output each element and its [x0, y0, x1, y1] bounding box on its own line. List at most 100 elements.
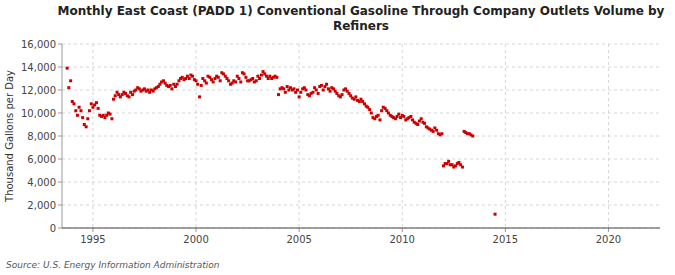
- point: [74, 109, 77, 112]
- grid-line-x: [299, 44, 300, 228]
- point: [131, 93, 134, 96]
- point: [341, 93, 344, 96]
- point: [260, 74, 263, 77]
- point: [195, 79, 198, 82]
- title-line: Monthly East Coast (PADD 1) Conventional…: [58, 4, 665, 18]
- y-tick: [58, 136, 62, 137]
- point: [244, 76, 247, 79]
- point: [370, 112, 373, 115]
- grid-line-y: [62, 44, 660, 45]
- x-tick: [505, 228, 506, 232]
- x-tick: [299, 228, 300, 232]
- x-tick-label: 2005: [286, 234, 311, 245]
- point: [286, 85, 289, 88]
- y-tick-label: 6,000: [27, 154, 56, 165]
- x-tick-label: 2020: [596, 234, 621, 245]
- point: [67, 86, 70, 89]
- point: [243, 72, 246, 75]
- point: [432, 130, 435, 133]
- point: [205, 82, 208, 85]
- point: [114, 94, 117, 97]
- chart: Monthly East Coast (PADD 1) Conventional…: [0, 0, 675, 275]
- point: [69, 79, 72, 82]
- point: [329, 90, 332, 93]
- x-tick-label: 2010: [390, 234, 415, 245]
- y-tick: [58, 113, 62, 114]
- y-tick: [58, 159, 62, 160]
- point: [284, 91, 287, 94]
- point: [176, 83, 179, 86]
- y-tick-label: 16,000: [21, 39, 56, 50]
- point: [311, 91, 314, 94]
- point: [423, 122, 426, 125]
- point: [112, 98, 115, 101]
- point: [380, 109, 383, 112]
- point: [275, 76, 278, 79]
- y-tick-label: 2,000: [27, 200, 56, 211]
- point: [325, 83, 328, 86]
- point: [315, 89, 318, 92]
- point: [299, 91, 302, 94]
- point: [397, 113, 400, 116]
- grid-line-x: [608, 44, 609, 228]
- point: [76, 114, 79, 117]
- y-tick-label: 8,000: [27, 131, 56, 142]
- grid: [62, 44, 660, 228]
- y-tick-label: 14,000: [21, 62, 56, 73]
- point: [72, 102, 75, 105]
- point: [416, 123, 419, 126]
- x-axis: [62, 228, 660, 229]
- point: [471, 135, 474, 138]
- x-tick: [402, 228, 403, 232]
- point: [377, 114, 380, 117]
- point: [258, 77, 261, 80]
- point: [354, 95, 357, 98]
- point: [227, 79, 230, 82]
- point: [66, 67, 69, 70]
- point: [447, 160, 450, 163]
- y-tick-label: 10,000: [21, 108, 56, 119]
- point: [128, 95, 131, 98]
- point: [200, 84, 203, 87]
- point: [298, 95, 301, 98]
- x-tick: [608, 228, 609, 232]
- point: [110, 117, 113, 120]
- grid-line-y: [62, 113, 660, 114]
- annotation: Source: U.S. Energy Information Administ…: [6, 260, 220, 270]
- point: [90, 102, 93, 105]
- y-tick-label: 12,000: [21, 85, 56, 96]
- grid-line-x: [402, 44, 403, 228]
- point: [368, 108, 371, 111]
- grid-line-y: [62, 136, 660, 137]
- y-tick: [58, 90, 62, 91]
- point: [277, 93, 280, 96]
- point: [169, 84, 172, 87]
- grid-line-y: [62, 228, 660, 229]
- points: [66, 67, 497, 216]
- point: [79, 109, 82, 112]
- point: [85, 125, 88, 128]
- point: [109, 113, 112, 116]
- point: [198, 95, 201, 98]
- point: [219, 79, 222, 82]
- x-tick-label: 1995: [80, 234, 105, 245]
- title: Monthly East Coast (PADD 1) Conventional…: [58, 4, 665, 33]
- point: [296, 89, 299, 92]
- y-tick: [58, 182, 62, 183]
- point: [461, 166, 464, 169]
- point: [86, 117, 89, 120]
- y-tick: [58, 205, 62, 206]
- title-line: Refiners: [333, 19, 389, 33]
- point: [440, 132, 443, 135]
- point: [320, 84, 323, 87]
- grid-line-x: [92, 44, 93, 228]
- point: [292, 87, 295, 90]
- y-tick-label: 0: [50, 223, 56, 234]
- y-tick: [58, 67, 62, 68]
- point: [409, 115, 412, 118]
- x-tick-label: 2000: [183, 234, 208, 245]
- grid-line-x: [196, 44, 197, 228]
- y-tick-label: 4,000: [27, 177, 56, 188]
- point: [212, 80, 215, 83]
- y-tick: [58, 228, 62, 229]
